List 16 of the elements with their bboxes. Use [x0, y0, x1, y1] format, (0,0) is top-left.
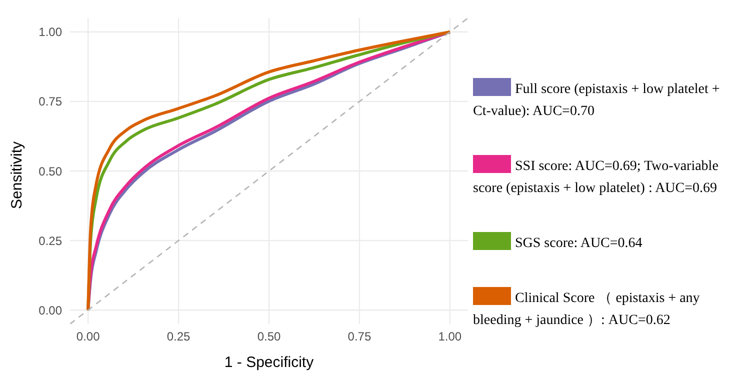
x-tick-label: 0.75 [348, 330, 372, 344]
x-tick-label: 1.00 [438, 330, 462, 344]
y-tick-label: 0.25 [38, 234, 62, 248]
legend-label: SGS score: AUC=0.64 [515, 236, 642, 251]
legend-label: SSI score: AUC=0.69; Two-variable score (epistaxis + low platelet) : AUC=0.69 [473, 159, 718, 196]
x-tick-label: 0.00 [76, 330, 100, 344]
legend-label: Full score (epistaxis + low platelet + Ct-value): AUC=0.70 [473, 82, 720, 119]
y-tick-label: 0.75 [38, 94, 62, 109]
y-tick-label: 1.00 [38, 25, 62, 40]
y-tick-label: 0.00 [38, 303, 62, 318]
y-axis-title: Sensitivity [8, 140, 26, 209]
x-tick-label: 0.25 [166, 330, 191, 344]
y-tick-label: 0.50 [38, 164, 62, 178]
legend-label: Clinical Score （ epistaxis + any bleeding + jaundice ）: AUC=0.62 [473, 291, 700, 328]
x-tick-label: 0.50 [257, 330, 281, 344]
x-axis-title: 1 - Specificity [224, 354, 314, 371]
